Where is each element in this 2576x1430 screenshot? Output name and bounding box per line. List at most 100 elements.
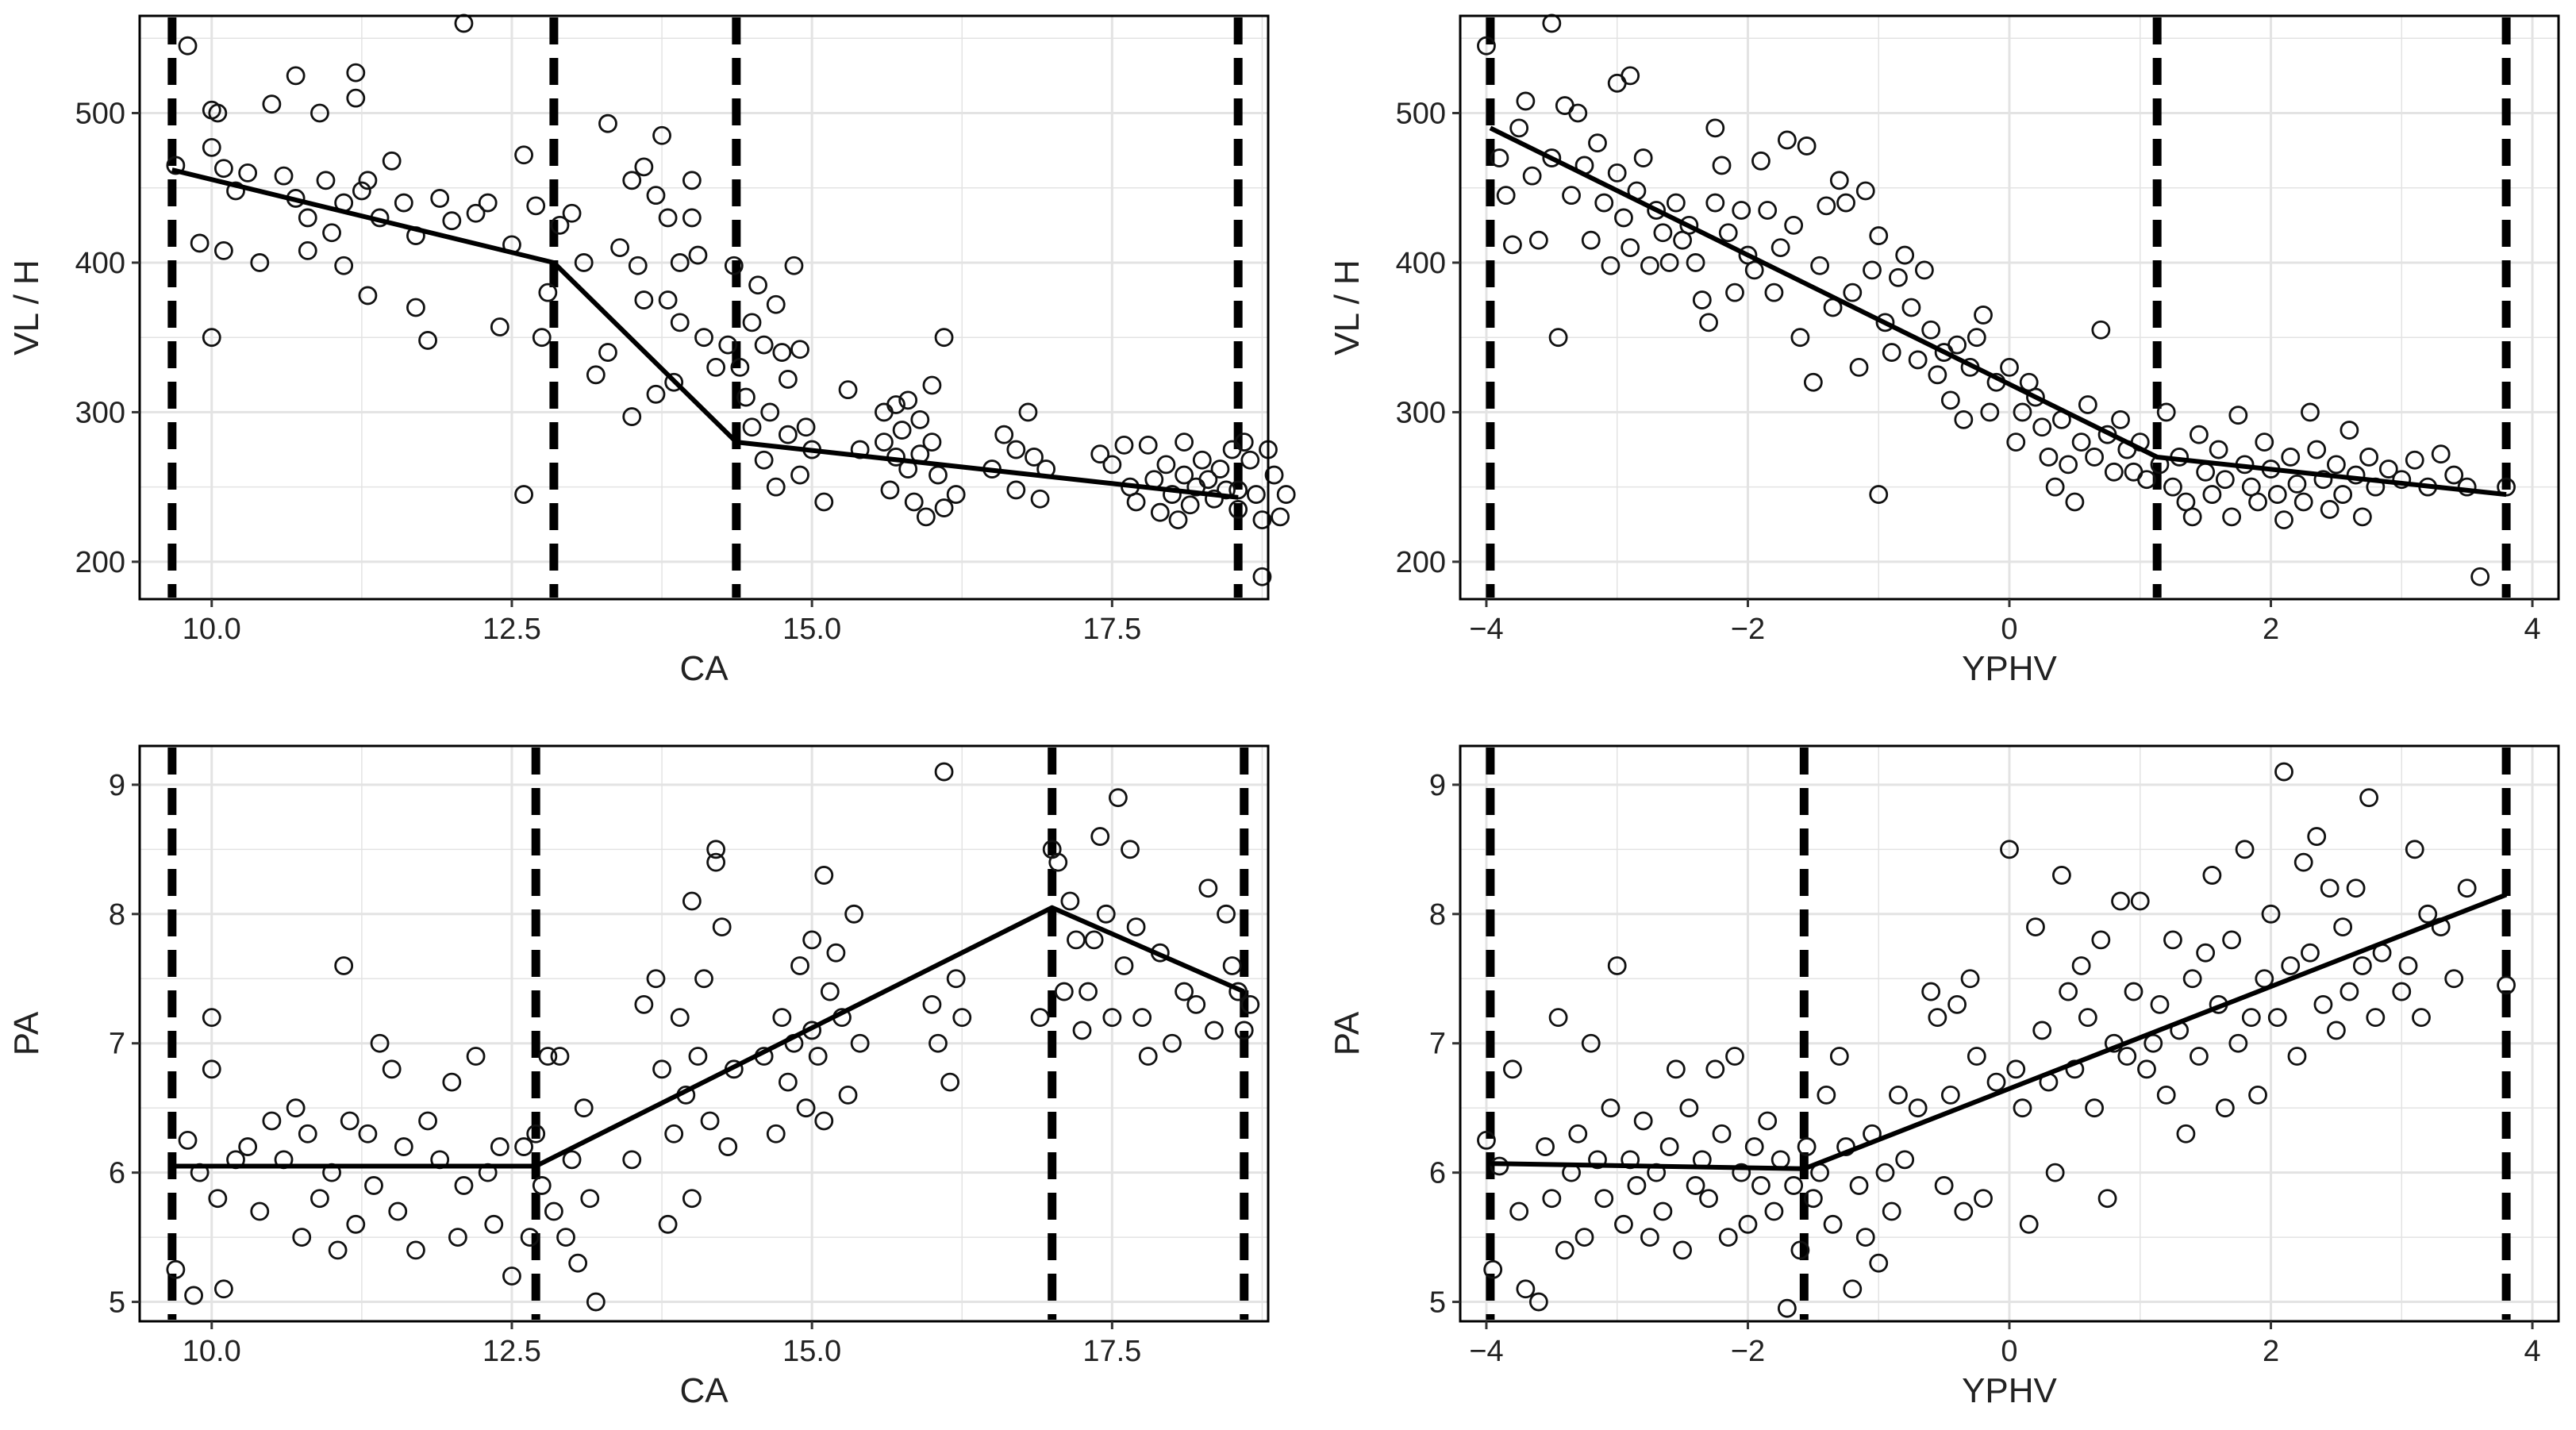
data-point	[2091, 320, 2111, 340]
data-point	[1829, 171, 1849, 190]
data-point	[682, 891, 702, 911]
data-point	[904, 492, 924, 512]
data-point	[448, 1228, 467, 1247]
data-point	[1030, 1008, 1050, 1028]
x-tick-label: −4	[1469, 1335, 1503, 1368]
x-tick-label: 10.0	[183, 613, 241, 646]
data-point	[2111, 891, 2130, 911]
data-point	[880, 480, 900, 500]
data-point	[1882, 343, 1901, 362]
data-point	[2293, 492, 2313, 512]
data-point	[2019, 1214, 2039, 1234]
data-point	[562, 1150, 582, 1170]
data-point	[2418, 904, 2438, 924]
data-point	[2261, 904, 2281, 924]
data-point	[628, 256, 648, 275]
data-point	[1901, 298, 1921, 317]
y-tick-label: 200	[75, 546, 125, 579]
panel-bottom-right: −4 −2 0 2 4 5 6 7 8 9 YPHV PA	[1328, 744, 2560, 1410]
y-tick-label: 400	[75, 247, 125, 280]
y-tick-label: 5	[1429, 1286, 1446, 1320]
data-point	[190, 233, 210, 253]
data-point	[814, 492, 834, 512]
data-point	[2287, 1047, 2307, 1066]
data-point	[1627, 1176, 1647, 1195]
data-point	[1705, 1059, 1725, 1079]
data-point	[2444, 465, 2464, 485]
x-tick-label: 12.5	[483, 1335, 541, 1368]
data-point	[706, 357, 726, 377]
data-point	[622, 171, 642, 190]
data-point	[382, 151, 402, 171]
y-tick-label: 300	[1396, 396, 1446, 429]
data-point	[1699, 313, 1718, 333]
data-point	[1025, 448, 1044, 467]
data-point	[1601, 256, 1621, 275]
data-point	[916, 507, 936, 527]
data-point	[1180, 495, 1200, 515]
data-point	[922, 432, 942, 452]
y-tick-label: 400	[1396, 247, 1446, 280]
data-point	[946, 969, 966, 989]
data-point	[2026, 917, 2045, 936]
data-point	[1659, 253, 1679, 272]
data-point	[2327, 455, 2346, 475]
data-point	[1744, 260, 1764, 280]
data-point	[478, 193, 498, 213]
data-point	[766, 294, 786, 314]
data-point	[1751, 151, 1771, 171]
data-point	[1536, 1137, 1555, 1156]
data-point	[2006, 1059, 2026, 1079]
data-point	[1477, 36, 1496, 56]
data-point	[1621, 66, 1640, 86]
data-point	[550, 1047, 570, 1066]
data-point	[1967, 328, 1986, 348]
data-point	[556, 1228, 575, 1247]
data-point	[1163, 485, 1182, 504]
data-point	[1829, 1047, 1849, 1066]
data-point	[166, 156, 186, 175]
data-point	[292, 1228, 312, 1247]
data-point	[1528, 1292, 1548, 1312]
data-point	[2182, 507, 2202, 527]
panel-top-right: −4 −2 0 2 4 200 300 400 500 YPHV VL / H	[1328, 13, 2560, 688]
x-tick-label: 4	[2524, 613, 2540, 646]
data-point	[664, 372, 684, 392]
y-tick-label: 6	[1429, 1157, 1446, 1190]
data-point	[1568, 103, 1588, 123]
data-point	[929, 1033, 948, 1053]
data-point	[1222, 440, 1242, 459]
data-point	[2163, 930, 2182, 950]
data-point	[1102, 455, 1122, 475]
fit-line	[171, 905, 1245, 1169]
data-point	[2307, 440, 2327, 459]
data-point	[490, 317, 509, 336]
data-point	[1614, 1214, 1633, 1234]
data-point	[568, 1253, 588, 1273]
data-point	[1601, 1098, 1621, 1118]
data-point	[2085, 448, 2104, 467]
x-tick-label: 12.5	[483, 613, 541, 646]
data-point	[2163, 477, 2182, 497]
data-point	[910, 409, 930, 429]
data-point	[622, 407, 642, 426]
data-point	[1686, 253, 1705, 272]
data-point	[586, 1292, 606, 1312]
x-tick-label: 15.0	[782, 1335, 841, 1368]
data-point	[2346, 465, 2366, 485]
data-point	[886, 395, 905, 414]
data-point	[646, 384, 666, 404]
data-point	[1869, 485, 1889, 504]
data-point	[2398, 956, 2418, 975]
data-point	[790, 465, 809, 485]
data-point	[2111, 409, 2130, 429]
data-point	[1594, 193, 1614, 213]
data-point	[418, 1111, 437, 1131]
data-point	[1562, 186, 1581, 206]
data-point	[574, 253, 594, 272]
data-point	[994, 425, 1014, 444]
data-point	[1640, 256, 1659, 275]
data-point	[772, 1008, 792, 1028]
data-point	[238, 163, 258, 183]
data-point	[2241, 1008, 2261, 1028]
